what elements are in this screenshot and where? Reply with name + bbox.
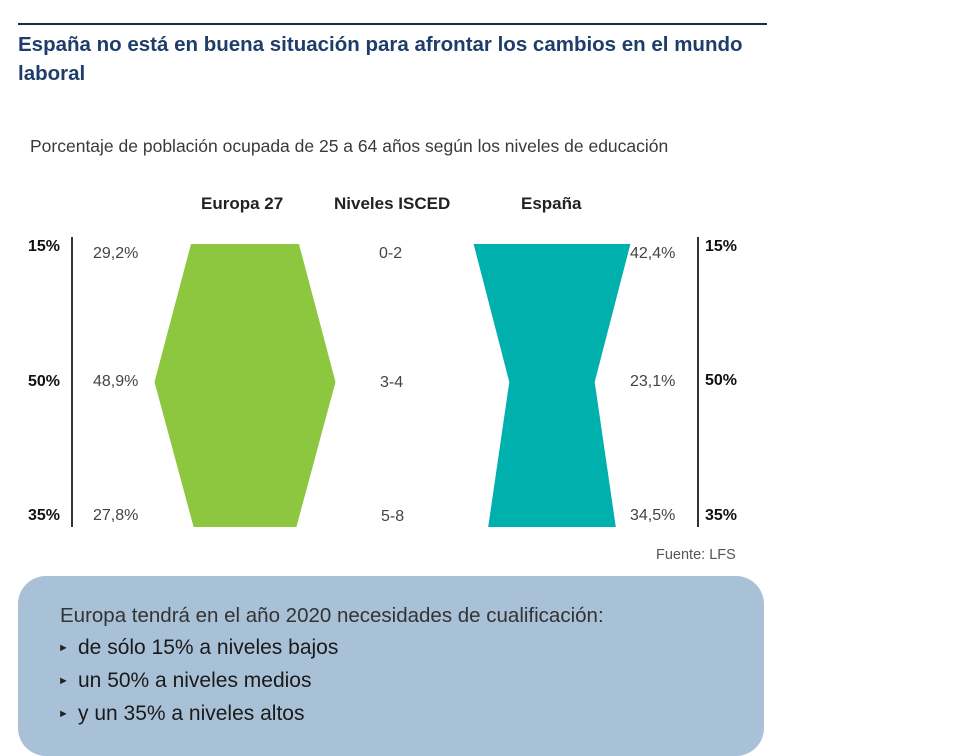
header-espana: España bbox=[521, 194, 582, 213]
europa-value-low: 29,2% bbox=[93, 245, 139, 262]
header-niveles: Niveles ISCED bbox=[334, 194, 451, 213]
header-europa: Europa 27 bbox=[201, 194, 284, 213]
level-5-8: 5-8 bbox=[381, 508, 405, 525]
top-rule bbox=[18, 23, 767, 25]
target-right-low: 15% bbox=[705, 238, 738, 255]
shape-espana bbox=[473, 244, 631, 527]
chart-source: Fuente: LFS bbox=[656, 547, 736, 563]
triangle-right-icon: ► bbox=[58, 642, 69, 655]
chart-subtitle: Porcentaje de población ocupada de 25 a … bbox=[30, 136, 669, 156]
level-3-4: 3-4 bbox=[380, 374, 404, 391]
europa-value-high: 27,8% bbox=[93, 507, 139, 524]
bullet-text: un 50% a niveles medios bbox=[78, 669, 312, 692]
target-left-high: 35% bbox=[28, 507, 61, 524]
europa-value-mid: 48,9% bbox=[93, 373, 139, 390]
bullet-text: y un 35% a niveles altos bbox=[78, 702, 305, 725]
espana-value-mid: 23,1% bbox=[630, 373, 676, 390]
espana-value-high: 34,5% bbox=[630, 507, 676, 524]
espana-value-low: 42,4% bbox=[630, 245, 676, 262]
info-intro: Europa tendrá en el año 2020 necesidades… bbox=[60, 604, 604, 627]
shape-europa bbox=[154, 244, 336, 527]
info-box bbox=[18, 576, 764, 756]
level-0-2: 0-2 bbox=[379, 245, 403, 262]
page-title: España no está en buena situación para a… bbox=[18, 33, 743, 85]
bullet-item: ► un 50% a niveles medios bbox=[58, 669, 311, 693]
triangle-right-icon: ► bbox=[58, 675, 69, 688]
target-right-high: 35% bbox=[705, 507, 738, 524]
target-left-mid: 50% bbox=[28, 373, 61, 390]
target-left-low: 15% bbox=[28, 238, 61, 255]
right-axis-line bbox=[697, 237, 699, 527]
distribution-shapes bbox=[154, 244, 631, 527]
bullet-item: ► y un 35% a niveles altos bbox=[58, 702, 304, 726]
bullet-text: de sólo 15% a niveles bajos bbox=[78, 636, 339, 659]
bullet-item: ► de sólo 15% a niveles bajos bbox=[58, 636, 338, 660]
target-right-mid: 50% bbox=[705, 372, 738, 389]
triangle-right-icon: ► bbox=[58, 708, 69, 721]
left-axis-line bbox=[71, 237, 73, 527]
